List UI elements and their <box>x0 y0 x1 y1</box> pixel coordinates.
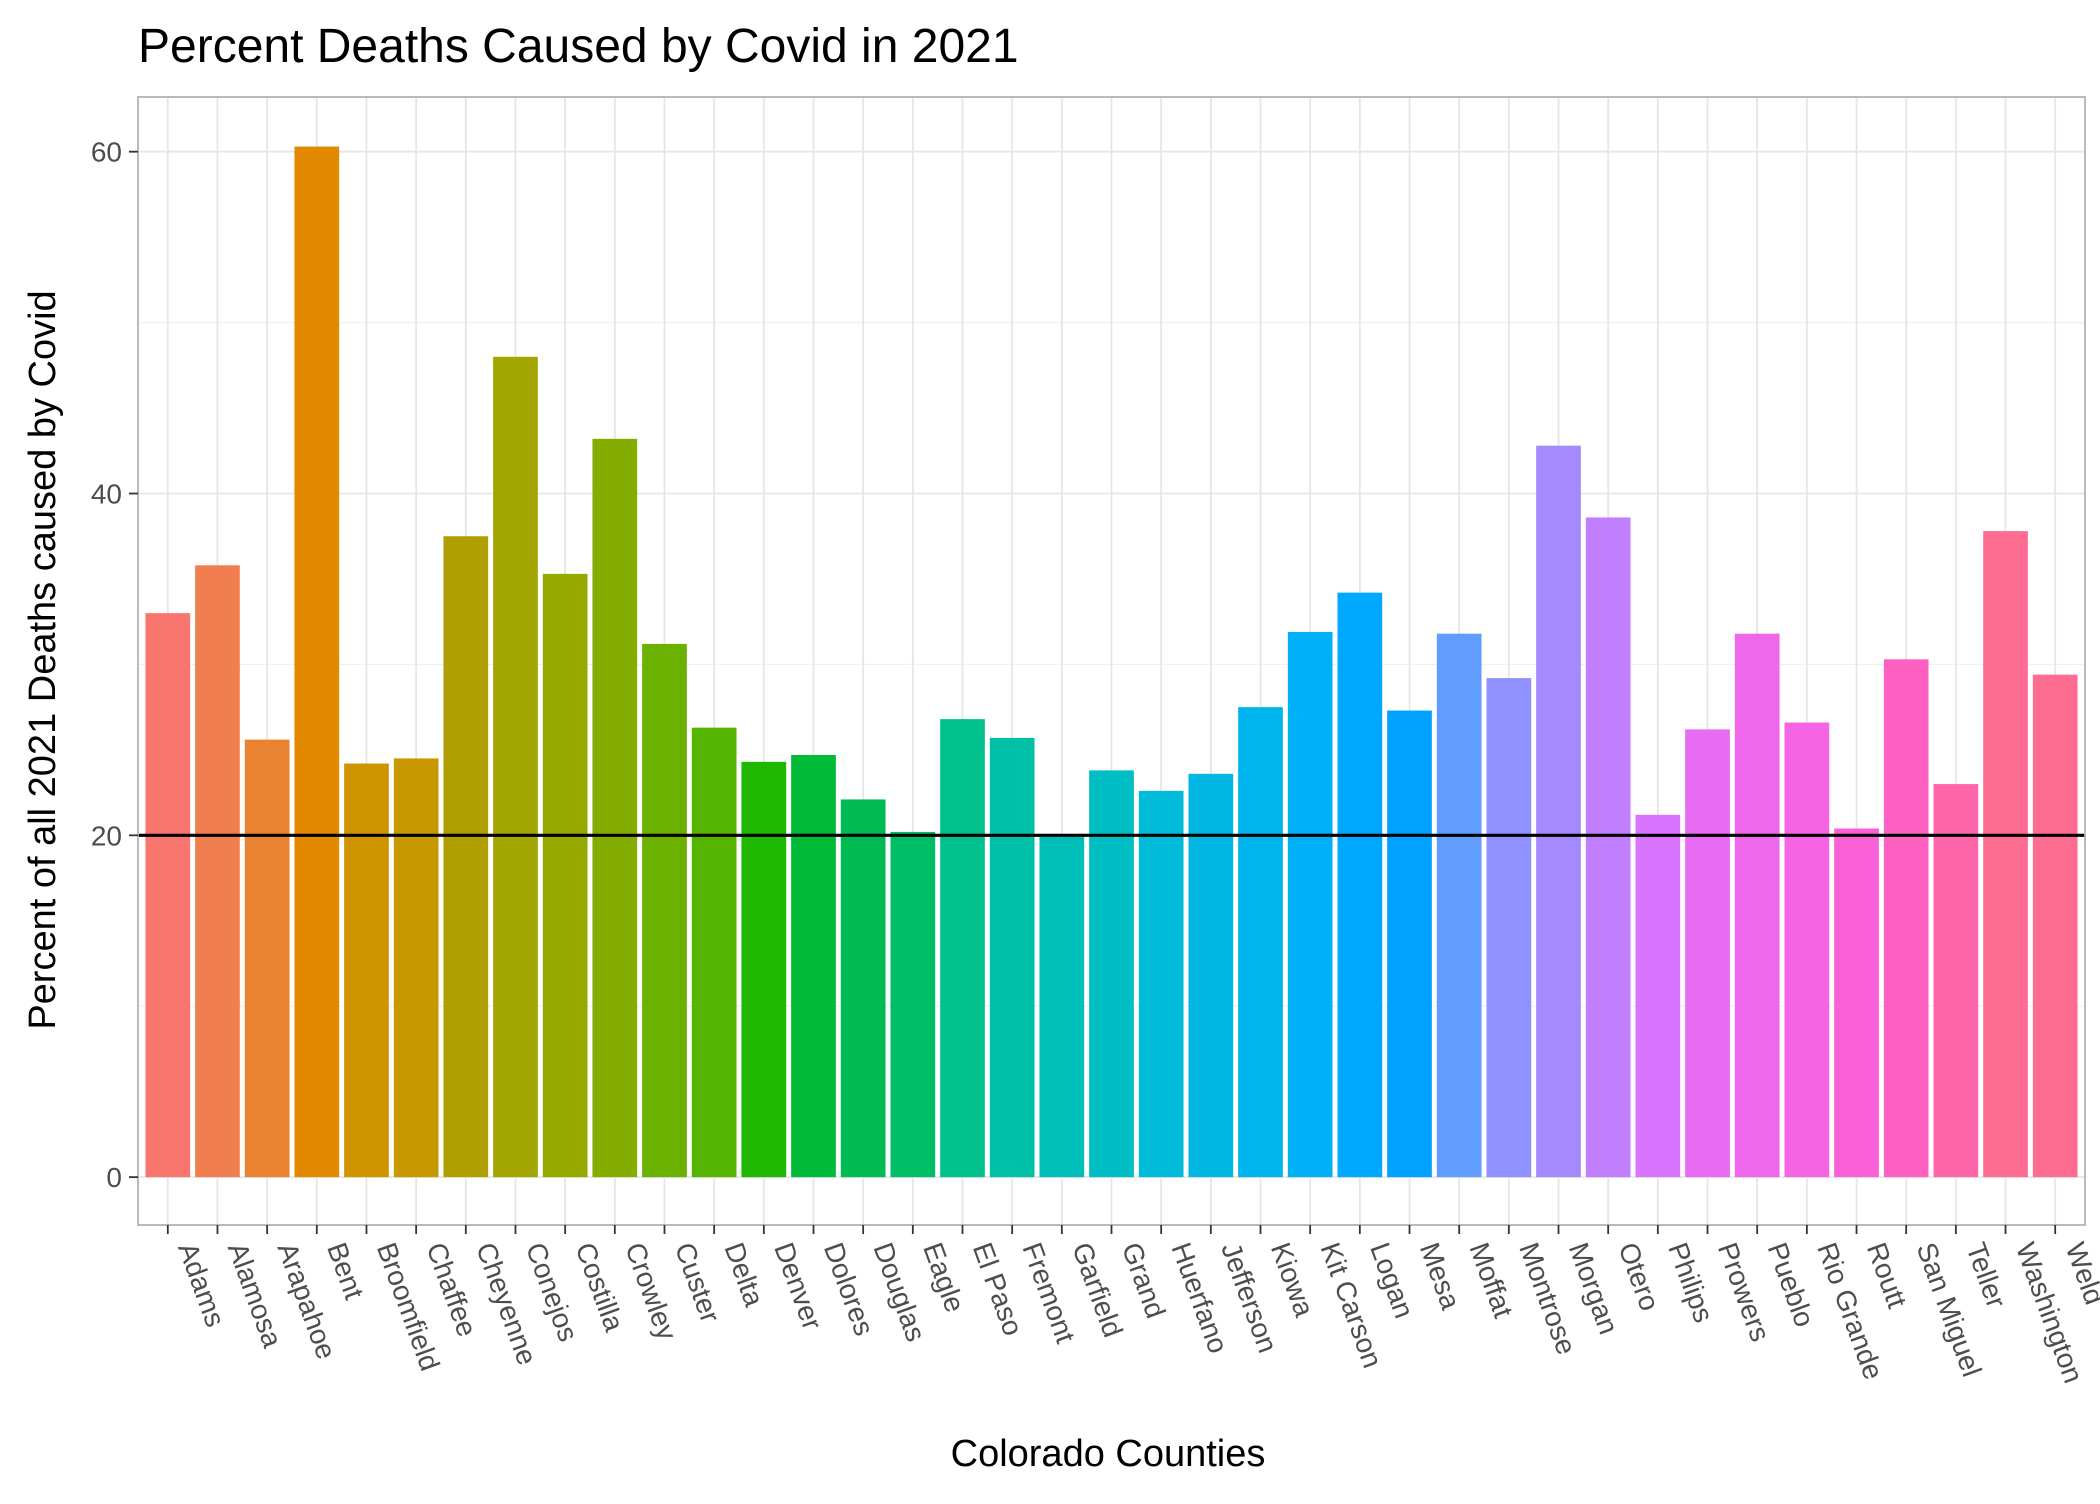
bar-mesa <box>1387 710 1432 1178</box>
y-tick-label: 40 <box>91 479 122 510</box>
bar-jefferson <box>1188 773 1234 1178</box>
bar-montrose <box>1486 678 1532 1178</box>
bar-washington <box>1983 531 2028 1178</box>
x-tick-label: Delta <box>719 1238 771 1310</box>
x-tick-label: Custer <box>669 1238 726 1326</box>
y-tick-label: 0 <box>106 1162 122 1193</box>
bar-san-miguel <box>1883 659 1929 1178</box>
x-tick-label: Kiowa <box>1265 1238 1320 1321</box>
bar-grand <box>1089 770 1134 1178</box>
bar-el-paso <box>940 719 985 1178</box>
bar-logan <box>1337 592 1383 1178</box>
bar-broomfield <box>344 763 389 1178</box>
y-axis: 0 20 40 60 <box>91 137 138 1193</box>
bars <box>145 146 2078 1178</box>
bar-weld <box>2032 674 2078 1178</box>
bar-moffat <box>1436 633 1482 1178</box>
bar-adams <box>145 613 191 1178</box>
chart-title: Percent Deaths Caused by Covid in 2021 <box>138 20 1019 73</box>
bar-denver <box>741 761 787 1178</box>
bar-huerfano <box>1138 790 1184 1178</box>
y-axis-label: Percent of all 2021 Deaths caused by Cov… <box>22 290 64 1029</box>
x-tick-label: Grand <box>1116 1238 1172 1322</box>
bar-eagle <box>890 831 936 1178</box>
bar-cheyenne <box>443 536 489 1178</box>
x-tick-label: Teller <box>1960 1238 2012 1311</box>
bar-chaffee <box>393 758 439 1178</box>
bar-garfield <box>1039 835 1085 1178</box>
x-tick-label: Otero <box>1613 1238 1666 1314</box>
bar-dolores <box>791 755 836 1178</box>
bar-prowers <box>1685 729 1730 1178</box>
bar-douglas <box>840 799 886 1178</box>
bar-crowley <box>592 438 638 1178</box>
y-tick-label: 20 <box>91 820 122 851</box>
bar-arapahoe <box>244 739 290 1178</box>
bar-alamosa <box>195 565 240 1178</box>
bar-conejos <box>493 356 538 1178</box>
x-tick-label: Routt <box>1861 1238 1913 1312</box>
bar-custer <box>642 643 687 1178</box>
x-tick-label: Bent <box>321 1238 370 1303</box>
bar-routt <box>1834 828 1879 1178</box>
bar-otero <box>1585 517 1631 1178</box>
x-tick-label: Eagle <box>917 1238 971 1316</box>
x-tick-label: Logan <box>1364 1238 1420 1322</box>
bar-rio-grande <box>1784 722 1830 1178</box>
x-tick-label: Denver <box>768 1238 828 1333</box>
x-tick-label: Moffat <box>1464 1238 1520 1321</box>
bar-delta <box>691 727 737 1178</box>
bar-philips <box>1635 814 1681 1178</box>
x-tick-label: Philips <box>1662 1238 1719 1326</box>
bar-fremont <box>989 737 1035 1178</box>
bar-teller <box>1933 784 1979 1178</box>
bar-pueblo <box>1734 633 1780 1178</box>
x-tick-label: Mesa <box>1414 1238 1467 1313</box>
bar-morgan <box>1536 445 1581 1178</box>
bar-costilla <box>542 573 588 1178</box>
x-tick-label: Weld <box>2060 1238 2100 1308</box>
bar-kit-carson <box>1287 631 1333 1178</box>
bar-bent <box>294 146 340 1178</box>
y-tick-label: 60 <box>91 137 122 168</box>
x-axis-label: Colorado Counties <box>951 1433 1266 1475</box>
x-tick-label: Adams <box>172 1238 231 1331</box>
bar-kiowa <box>1238 707 1283 1178</box>
